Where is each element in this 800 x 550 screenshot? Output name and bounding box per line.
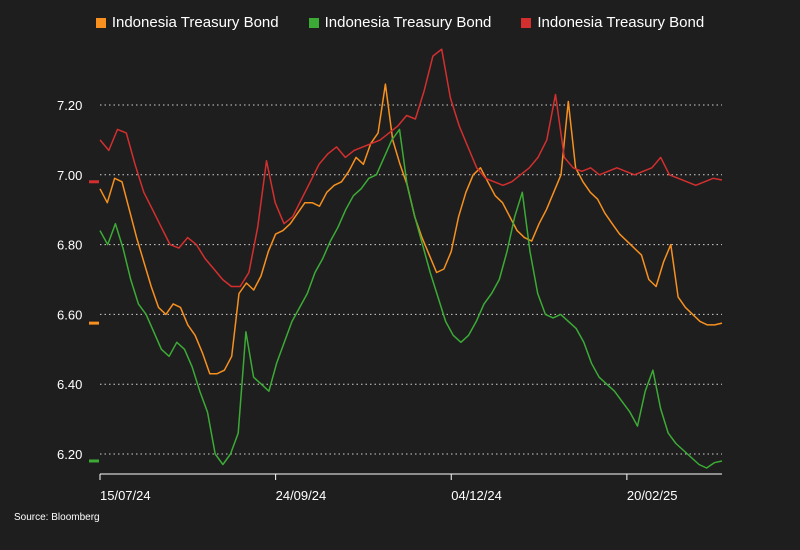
y-tick-label: 7.00 bbox=[57, 168, 82, 183]
series-marker-2 bbox=[89, 180, 99, 184]
series-marker-1 bbox=[89, 459, 99, 463]
y-tick-label: 6.80 bbox=[57, 238, 82, 253]
legend-item-green[interactable]: Indonesia Treasury Bond bbox=[308, 14, 492, 31]
series-line-1 bbox=[99, 128, 723, 469]
x-tick-label: 15/07/24 bbox=[100, 488, 151, 503]
legend-item-orange[interactable]: Indonesia Treasury Bond bbox=[95, 14, 279, 31]
y-tick-label: 7.20 bbox=[57, 98, 82, 113]
series-line-2 bbox=[99, 48, 723, 288]
x-tick-label: 24/09/24 bbox=[276, 488, 327, 503]
legend-swatch-red bbox=[521, 17, 532, 28]
y-tick-label: 6.20 bbox=[57, 447, 82, 462]
series-marker-0 bbox=[89, 321, 99, 325]
y-tick-label: 6.60 bbox=[57, 307, 82, 322]
x-tick-label: 20/02/25 bbox=[627, 488, 678, 503]
legend-label: Indonesia Treasury Bond bbox=[537, 14, 705, 31]
x-tick-label: 04/12/24 bbox=[451, 488, 502, 503]
y-tick-label: 6.40 bbox=[57, 377, 82, 392]
legend-item-red[interactable]: Indonesia Treasury Bond bbox=[521, 14, 704, 31]
series-line-0 bbox=[99, 83, 723, 375]
source-note: Source: Bloomberg bbox=[14, 512, 100, 523]
legend-swatch-orange bbox=[95, 17, 106, 28]
legend: Indonesia Treasury Bond Indonesia Treasu… bbox=[0, 14, 800, 31]
legend-swatch-green bbox=[308, 17, 319, 28]
legend-label: Indonesia Treasury Bond bbox=[324, 14, 492, 31]
legend-label: Indonesia Treasury Bond bbox=[111, 14, 279, 31]
